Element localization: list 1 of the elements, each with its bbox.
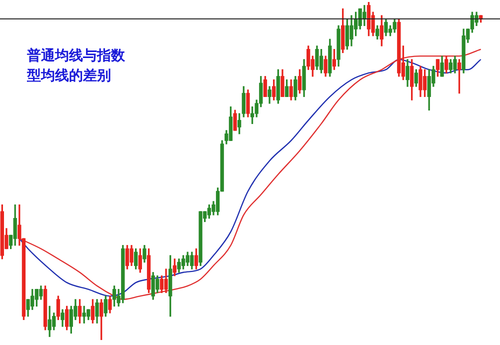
text: 普通均线与指数型均线的差别 <box>27 46 126 86</box>
